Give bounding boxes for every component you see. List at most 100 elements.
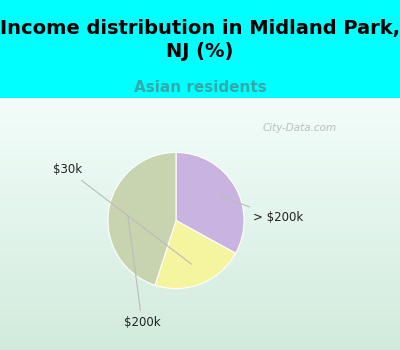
Bar [0,337,400,339]
Bar [0,109,400,111]
Bar [0,320,400,321]
Bar [0,316,400,317]
Bar [0,222,400,223]
Bar [0,348,400,349]
Bar [0,200,400,201]
Bar [0,148,400,150]
Bar [0,138,400,140]
Bar [0,133,400,134]
Bar [0,304,400,306]
Bar [0,230,400,232]
Bar [0,311,400,312]
Bar [0,116,400,117]
Bar [0,122,400,123]
Bar [0,264,400,266]
Bar [0,218,400,219]
Bar [0,142,400,144]
Bar [0,103,400,104]
Bar [0,274,400,276]
Bar [0,312,400,314]
Bar [0,144,400,145]
Bar [0,306,400,307]
Bar [0,254,400,256]
Bar [0,335,400,336]
Bar [0,100,400,102]
Bar [0,213,400,214]
Bar [0,146,400,147]
Bar [0,224,400,225]
Bar [0,99,400,100]
Bar [0,170,400,171]
Bar [0,295,400,296]
Bar [0,286,400,287]
Bar [0,302,400,303]
Bar [0,300,400,301]
Bar [0,194,400,195]
Bar [0,317,400,318]
Bar [0,208,400,209]
Bar [0,314,400,315]
Bar [0,98,400,99]
Bar [0,279,400,281]
Bar [0,214,400,215]
Bar [0,228,400,229]
Bar [0,130,400,131]
Bar [0,303,400,304]
Bar [0,196,400,197]
Bar [0,249,400,251]
Bar [0,128,400,130]
Bar [0,157,400,159]
Bar [0,165,400,166]
Bar [0,113,400,114]
Bar [0,340,400,341]
Bar [0,288,400,289]
Bar [0,155,400,156]
Bar [0,270,400,271]
Bar [0,209,400,210]
Bar [0,349,400,350]
Bar [0,112,400,113]
Bar [0,273,400,274]
Bar [0,172,400,174]
Bar [0,205,400,206]
Bar [0,190,400,191]
Bar [0,210,400,211]
Bar [0,344,400,345]
Bar [0,268,400,270]
Bar [0,271,400,272]
Bar [0,266,400,267]
Bar [0,123,400,125]
Bar [0,341,400,342]
Bar [0,238,400,239]
Bar [0,281,400,282]
Bar [0,193,400,194]
Bar [0,137,400,138]
Wedge shape [108,153,176,285]
Bar [0,166,400,167]
Bar [0,272,400,273]
Bar [0,111,400,112]
Bar [0,132,400,133]
Text: Income distribution in Midland Park,
NJ (%): Income distribution in Midland Park, NJ … [0,19,400,61]
Bar [0,308,400,310]
Bar [0,329,400,330]
Bar [0,298,400,300]
Bar [0,175,400,176]
Bar [0,171,400,172]
Bar [0,240,400,241]
Bar [0,206,400,208]
Bar [0,233,400,234]
Bar [0,156,400,157]
Bar [0,259,400,260]
Bar [0,241,400,243]
Bar [0,262,400,263]
Text: $200k: $200k [124,216,160,329]
Bar [0,336,400,337]
Bar [0,174,400,175]
Bar [0,247,400,248]
Bar [0,134,400,136]
Bar [0,282,400,283]
Bar [0,267,400,268]
Bar [0,223,400,224]
Bar [0,177,400,178]
